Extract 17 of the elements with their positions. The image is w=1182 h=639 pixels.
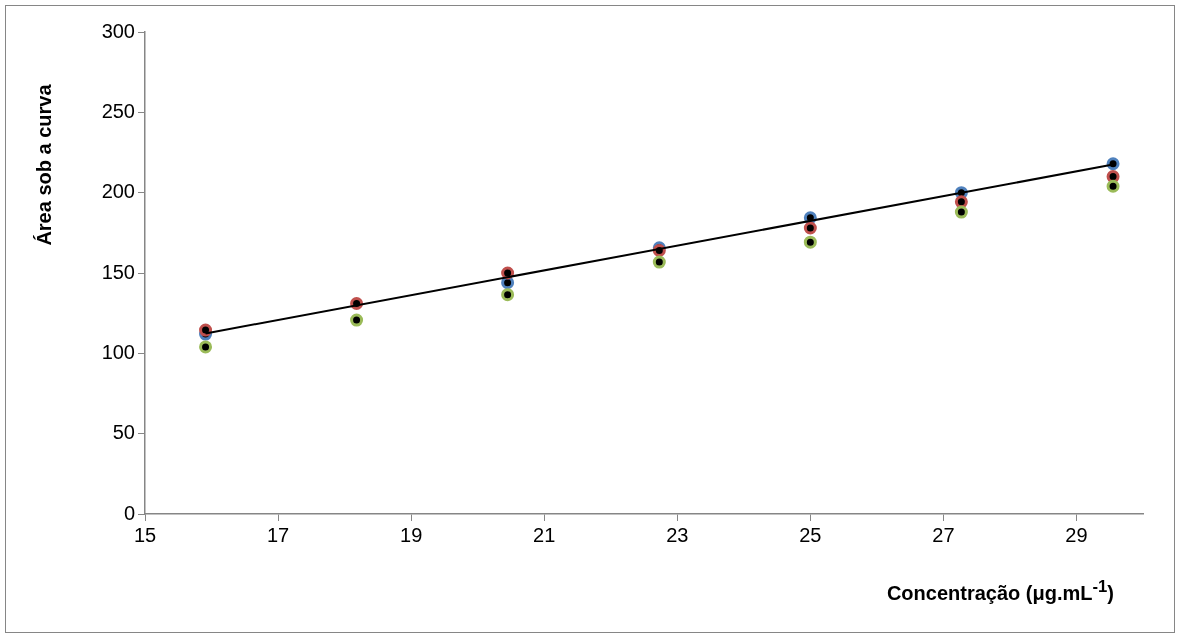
- y-axis-title: Área sob a curva: [32, 84, 56, 246]
- x-tick-label: 19: [400, 523, 423, 546]
- y-tick-label: 300: [101, 19, 135, 42]
- y-tick-label: 250: [101, 99, 135, 122]
- y-tick-label: 100: [101, 340, 135, 363]
- y-tick-label: 150: [101, 260, 135, 283]
- y-tick-label: 200: [101, 180, 135, 203]
- x-tick-label: 17: [266, 523, 290, 546]
- y-tick-label: 0: [123, 501, 135, 524]
- x-tick-label: 25: [799, 523, 822, 546]
- x-tick-label: 23: [666, 523, 689, 546]
- x-tick-label: 29: [1065, 523, 1088, 546]
- x-tick-label: 15: [133, 523, 157, 546]
- y-tick-label: 50: [112, 421, 135, 444]
- x-axis-title: Concentração (μg.mL$^{-1}$): [886, 577, 1114, 605]
- x-tick-label: 27: [932, 523, 955, 546]
- x-tick-label: 21: [533, 523, 556, 546]
